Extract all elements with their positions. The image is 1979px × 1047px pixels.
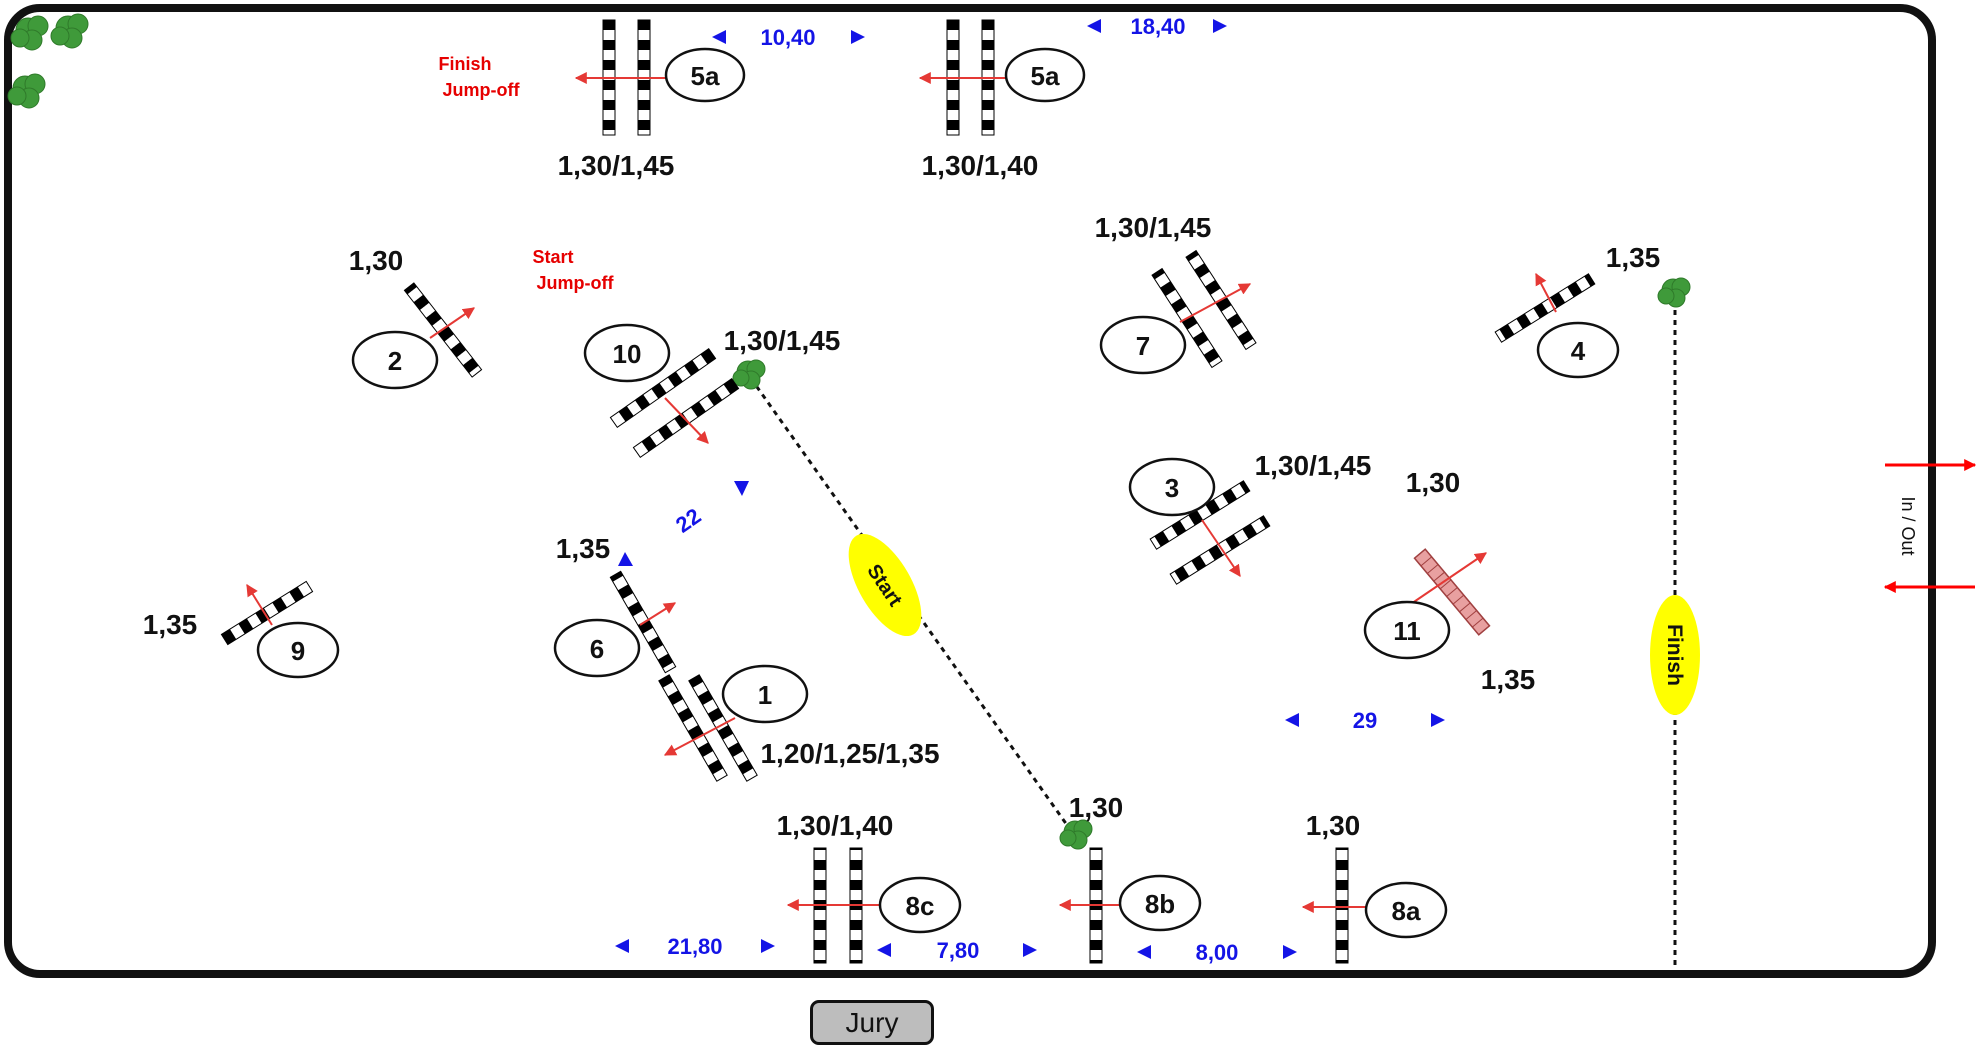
- obstacle-7-height: 1,30/1,45: [1095, 212, 1212, 243]
- arena-boundary: [4, 4, 1936, 978]
- start-line: [743, 369, 1069, 826]
- svg-text:Finish: Finish: [439, 54, 492, 74]
- finish-label: Finish: [1663, 624, 1686, 686]
- jury-label: Jury: [845, 1006, 899, 1038]
- obstacle-9-number: 9: [291, 636, 305, 666]
- height-label-extra-1: 1,30: [1406, 467, 1461, 498]
- obstacle-5a-height: 1,30/1,40: [922, 150, 1039, 181]
- obstacle-4-height: 1,35: [1606, 242, 1661, 273]
- obstacle-9-height: 1,35: [143, 609, 198, 640]
- obstacle-6-number: 6: [590, 634, 604, 664]
- distance-21-80: 21,80: [667, 934, 722, 959]
- obstacle-8c-height: 1,30/1,40: [777, 810, 894, 841]
- in-out-gate: In / Out: [1883, 459, 1977, 593]
- obstacle-4-number: 4: [1571, 336, 1586, 366]
- svg-text:Start: Start: [532, 247, 573, 267]
- obstacle-5a-number: 5a: [1031, 61, 1060, 91]
- distance-7-80: 7,80: [937, 938, 980, 963]
- obstacle-7-number: 7: [1136, 331, 1150, 361]
- obstacle-8b-number: 8b: [1145, 889, 1175, 919]
- obstacle-11-number: 11: [1393, 616, 1421, 646]
- svg-text:Jump-off: Jump-off: [537, 273, 615, 293]
- svg-text:Jump-off: Jump-off: [443, 80, 521, 100]
- obstacle-10: 10 1,30/1,45: [583, 323, 841, 459]
- obstacle-3: 3 1,30/1,45: [1128, 450, 1372, 585]
- distance-10-40: 10,40: [760, 25, 815, 50]
- obstacle-5a: 5a 1,30/1,40: [918, 19, 1086, 181]
- obstacle-1: 1 1,20/1,25/1,35: [658, 664, 940, 782]
- obstacle-2: 2 1,30: [349, 245, 483, 390]
- jumpoff-start-label: Start Jump-off: [532, 247, 614, 293]
- bush-icon: [7, 13, 1691, 850]
- obstacle-1-height: 1,20/1,25/1,35: [760, 738, 939, 769]
- distance-8-00: 8,00: [1196, 940, 1239, 965]
- obstacle-8a-height: 1,30: [1306, 810, 1361, 841]
- obstacle-11-height: 1,35: [1481, 664, 1536, 695]
- jury-box: Jury: [810, 1000, 934, 1045]
- obstacle-4: 4 1,35: [1494, 242, 1661, 379]
- obstacle-2-height: 1,30: [349, 245, 404, 276]
- obstacle-5b: 5a 1,30/1,45: [558, 19, 746, 181]
- in-out-label: In / Out: [1898, 496, 1918, 555]
- obstacle-8a: 8a 1,30: [1301, 810, 1448, 964]
- obstacle-6-height: 1,35: [556, 533, 611, 564]
- obstacle-8c-number: 8c: [906, 891, 935, 921]
- obstacle-9: 9 1,35: [143, 580, 340, 679]
- obstacle-5b-number: 5a: [691, 61, 720, 91]
- jumpoff-finish-label: Finish Jump-off: [439, 54, 521, 100]
- obstacle-11: 11 1,35: [1363, 548, 1536, 695]
- obstacle-1-number: 1: [758, 680, 772, 710]
- finish-marker: Finish: [1650, 595, 1700, 715]
- start-marker: Start: [848, 533, 922, 637]
- obstacle-5b-height: 1,30/1,45: [558, 150, 675, 181]
- obstacle-8b-height: 1,30: [1069, 792, 1124, 823]
- obstacle-6: 6 1,35: [553, 533, 677, 678]
- obstacle-3-number: 3: [1165, 473, 1179, 503]
- obstacle-3-height: 1,30/1,45: [1255, 450, 1372, 481]
- obstacle-8a-number: 8a: [1392, 896, 1421, 926]
- obstacle-8c: 8c 1,30/1,40: [777, 810, 962, 964]
- obstacle-7: 7 1,30/1,45: [1095, 212, 1257, 375]
- obstacle-2-number: 2: [388, 346, 402, 376]
- distance-18-40: 18,40: [1130, 14, 1185, 39]
- distance-markers: 10,40 18,40 22 29 21,80 7,80 8,00: [615, 14, 1445, 965]
- distance-29: 29: [1353, 708, 1377, 733]
- obstacle-8b: 8b 1,30: [1058, 792, 1202, 964]
- obstacle-10-number: 10: [613, 339, 642, 369]
- obstacle-10-height: 1,30/1,45: [724, 325, 841, 356]
